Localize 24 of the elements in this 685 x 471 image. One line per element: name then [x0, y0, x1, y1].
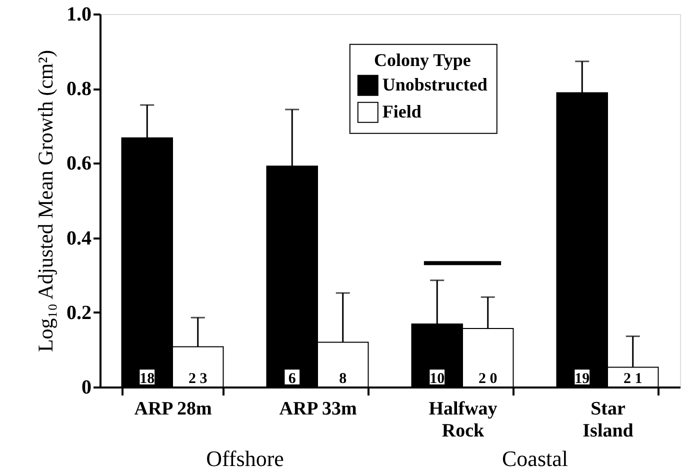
annotation: 6 — [288, 371, 296, 387]
annotation: 10 — [430, 371, 445, 387]
annotation: 19 — [574, 371, 590, 387]
annotation: 8 — [339, 371, 347, 387]
annotation: 2 3 — [188, 371, 208, 387]
x-tick-label: Star Island — [582, 398, 634, 442]
y-tick-label: 0 — [82, 376, 92, 398]
y-tick-label: 0.4 — [66, 227, 92, 250]
y-tick-label: 0.8 — [66, 78, 92, 100]
y-tick-label: 0.6 — [66, 152, 92, 175]
y-tick-label: 1.0 — [66, 4, 92, 26]
text: Offshore — [206, 446, 284, 471]
x-tick-label: ARP 28m — [134, 398, 212, 420]
y-tick-label: 0.2 — [66, 302, 92, 324]
text: Coastal — [502, 446, 568, 471]
x-tick-label: Halfway Rock — [428, 398, 498, 442]
legend-label: Unobstructed — [382, 74, 488, 94]
y-axis-title: Log₁₀ Adjusted Mean Growth (cm²) — [34, 50, 58, 352]
annotation: 2 0 — [478, 371, 498, 387]
legend-title: Colony Type — [374, 50, 471, 70]
x-tick-label: ARP 33m — [279, 398, 357, 420]
annotation: 18 — [140, 371, 155, 387]
legend-label: Field — [382, 101, 422, 122]
annotation: 2 1 — [624, 371, 642, 387]
